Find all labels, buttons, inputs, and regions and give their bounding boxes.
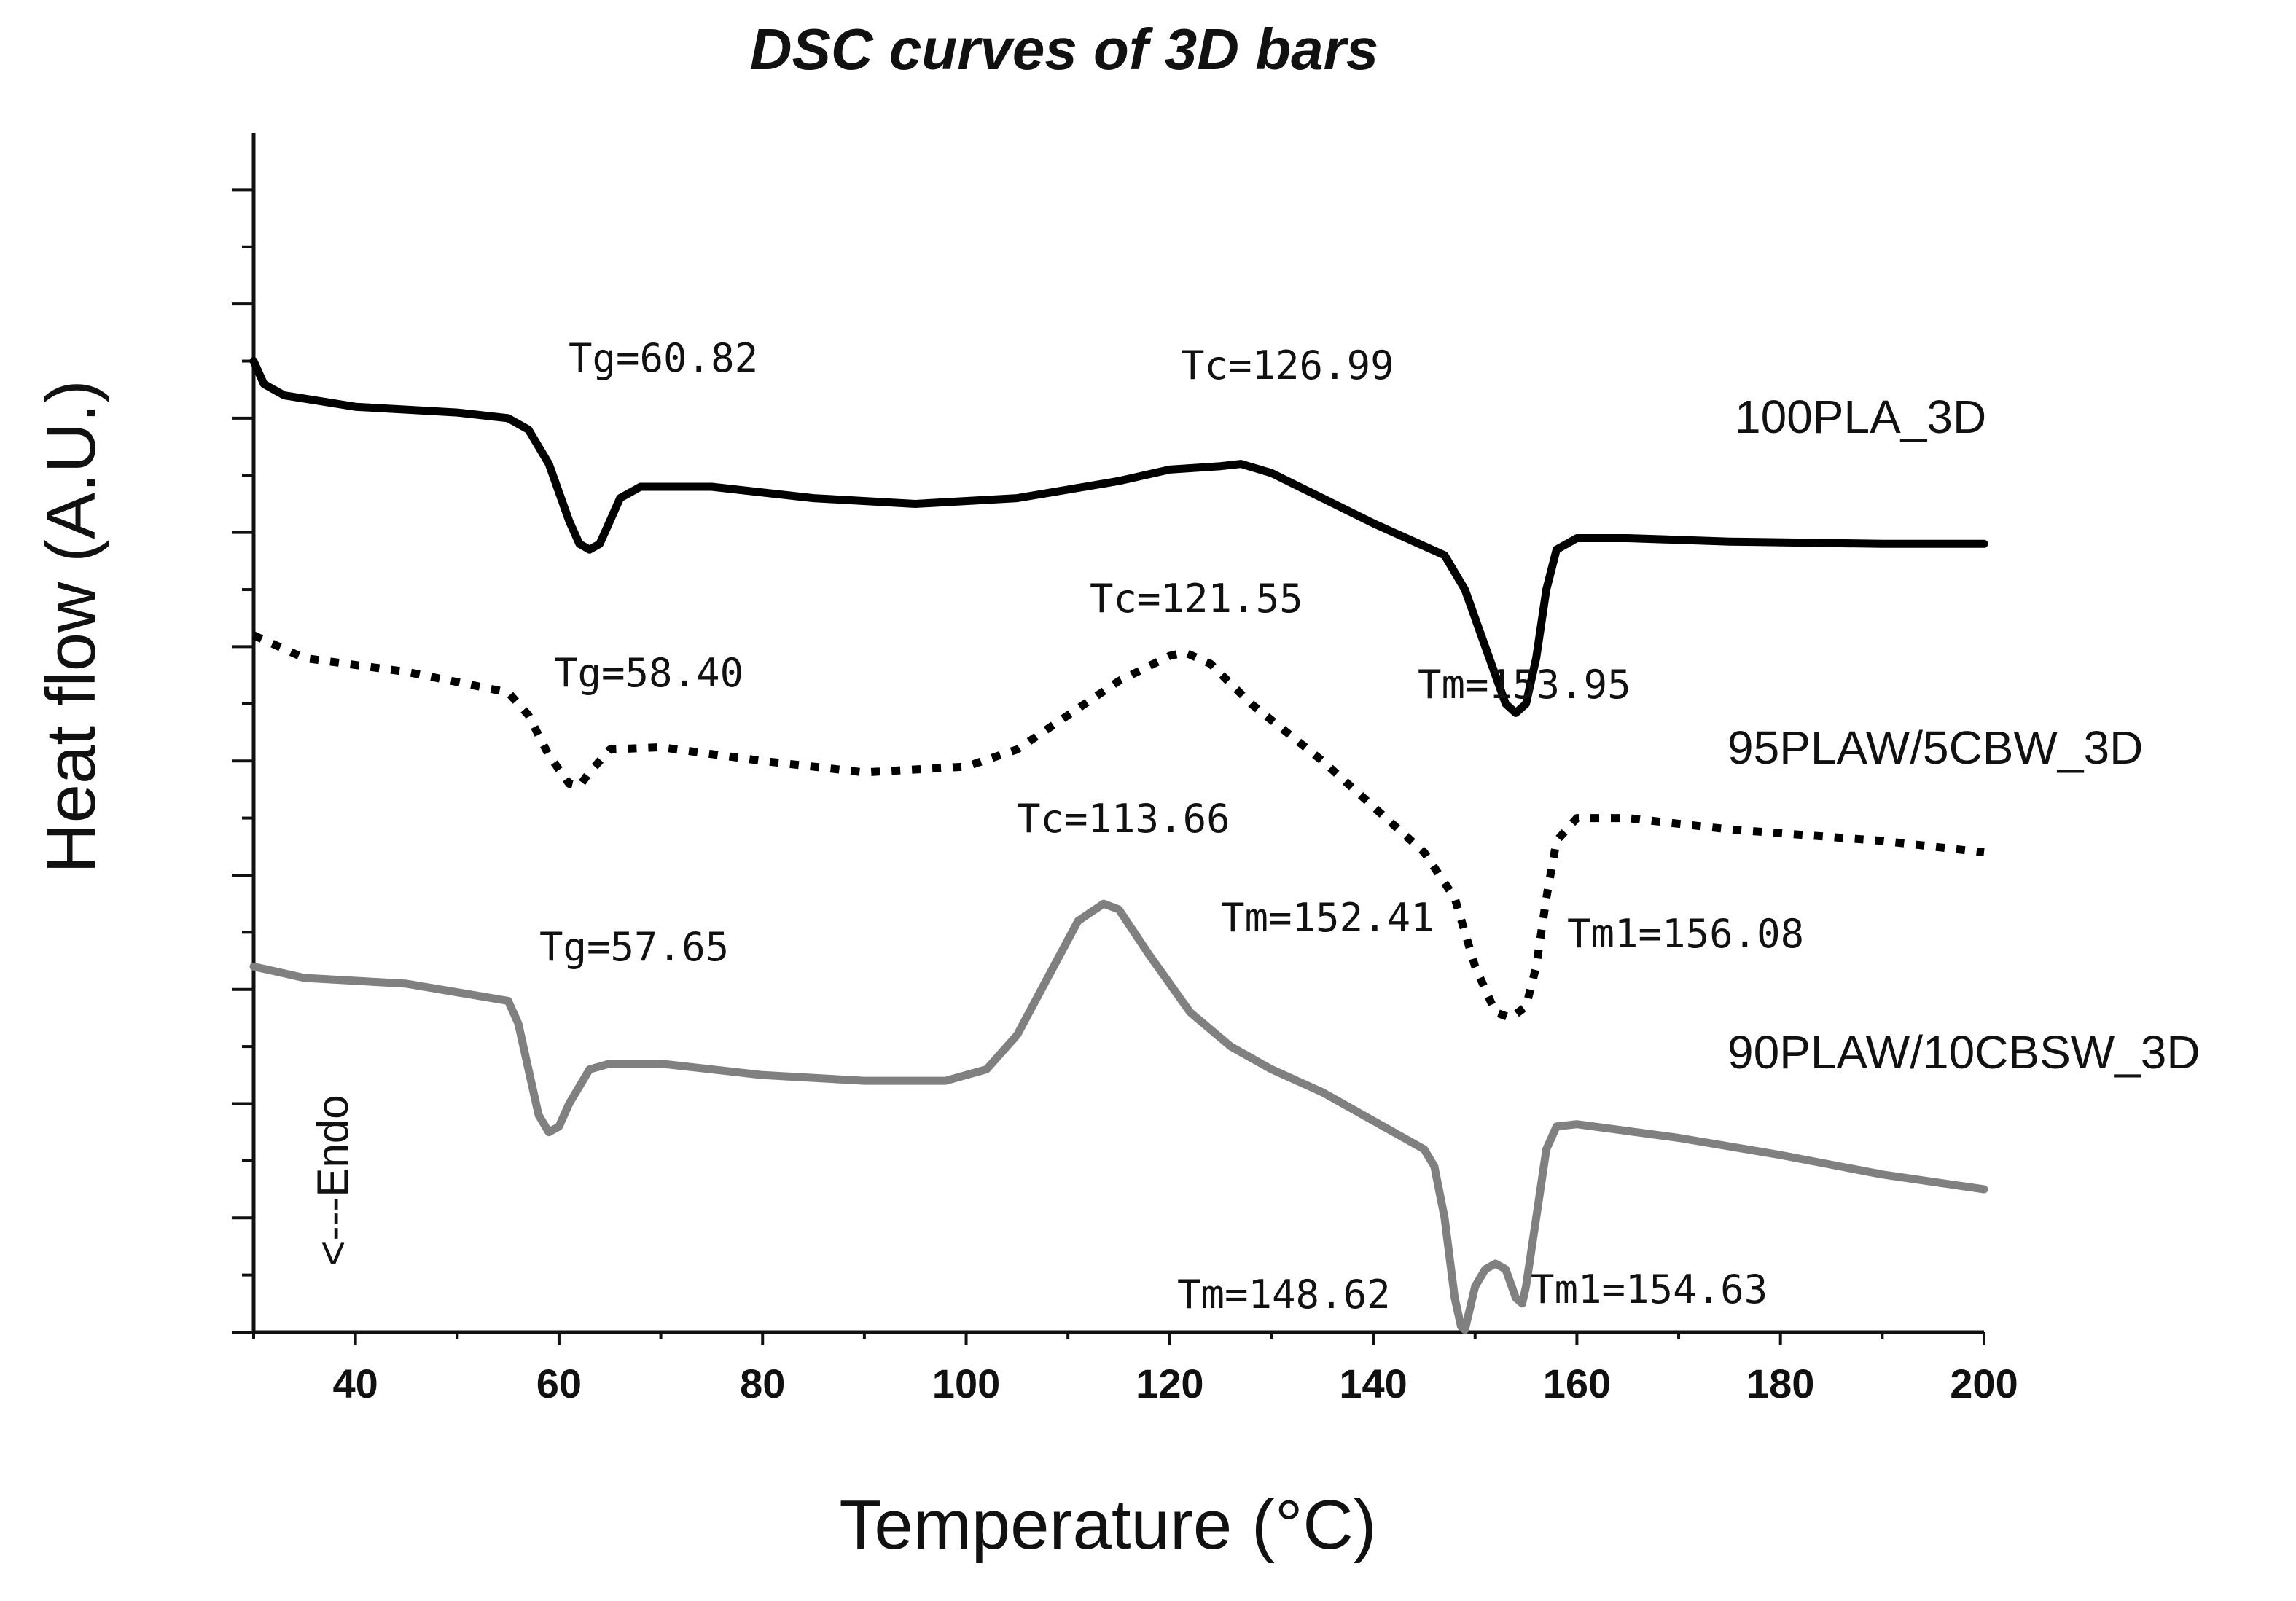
annot-tc-95plaw: Tc=121.55 bbox=[1090, 576, 1303, 622]
series-line-2 bbox=[251, 631, 1985, 1022]
y-axis-label: Heat flow (A.U.) bbox=[32, 380, 110, 873]
annot-tg-95plaw: Tg=58.40 bbox=[554, 650, 743, 696]
annot-tm-100pla: Tm=153.95 bbox=[1418, 662, 1631, 708]
annot-tm-90plaw: Tm=148.62 bbox=[1177, 1272, 1391, 1318]
x-tick-label: 160 bbox=[1543, 1361, 1611, 1406]
x-ticks: 40 60 80 100 120 140 160 180 200 bbox=[252, 1332, 2018, 1406]
x-tick-label: 60 bbox=[536, 1361, 582, 1406]
legend-label-95plaw: 95PLAW/5CBW_3D bbox=[1727, 721, 2143, 774]
x-tick-label: 120 bbox=[1136, 1361, 1203, 1406]
x-tick-label: 180 bbox=[1746, 1361, 1814, 1406]
annot-tc-100pla: Tc=126.99 bbox=[1181, 342, 1394, 388]
annot-tm1-95plaw: Tm1=156.08 bbox=[1567, 911, 1804, 957]
series-line-1 bbox=[249, 357, 1988, 717]
endo-indicator: <---Endo bbox=[308, 1095, 357, 1266]
x-tick-label: 40 bbox=[332, 1361, 378, 1406]
annot-tm-95plaw: Tm=152.41 bbox=[1221, 895, 1434, 941]
series-group bbox=[249, 357, 1988, 1334]
annot-tg-90plaw: Tg=57.65 bbox=[539, 924, 729, 970]
annotations: Tg=60.82 Tc=126.99 Tm=153.95 Tg=58.40 Tc… bbox=[539, 335, 1804, 1318]
legend-label-100pla: 100PLA_3D bbox=[1735, 391, 1986, 443]
x-tick-label: 80 bbox=[740, 1361, 785, 1406]
x-tick-label: 200 bbox=[1950, 1361, 2018, 1406]
axes bbox=[251, 133, 1984, 1334]
series-line-3 bbox=[249, 899, 1988, 1334]
x-axis-label: Temperature (°C) bbox=[839, 1486, 1376, 1564]
x-tick-label: 140 bbox=[1339, 1361, 1407, 1406]
annot-tg-100pla: Tg=60.82 bbox=[569, 335, 758, 381]
annot-tm1-90plaw: Tm1=154.63 bbox=[1531, 1267, 1768, 1312]
legend-label-90plaw: 90PLAW/10CBSW_3D bbox=[1727, 1026, 2201, 1079]
chart-title: DSC curves of 3D bars bbox=[750, 17, 1379, 82]
annot-tc-90plaw: Tc=113.66 bbox=[1017, 796, 1230, 842]
x-tick-label: 100 bbox=[932, 1361, 1000, 1406]
